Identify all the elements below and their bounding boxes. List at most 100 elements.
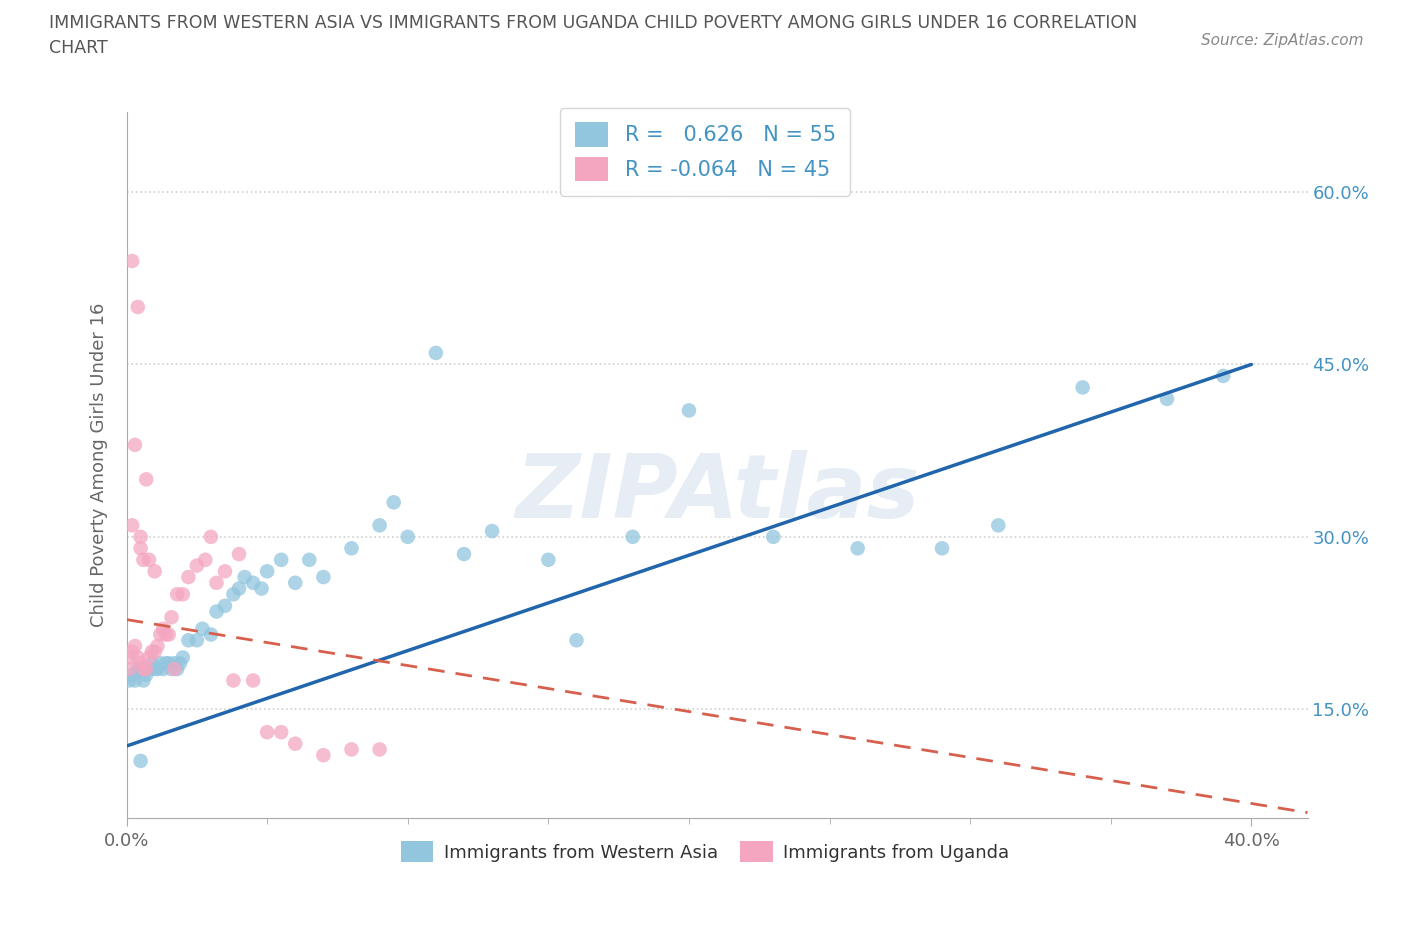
Point <box>214 564 236 578</box>
Point <box>762 529 785 544</box>
Point <box>135 668 157 683</box>
Point <box>127 650 149 665</box>
Point <box>931 541 953 556</box>
Y-axis label: Child Poverty Among Girls Under 16: Child Poverty Among Girls Under 16 <box>90 303 108 627</box>
Point <box>284 737 307 751</box>
Point <box>132 661 155 676</box>
Point <box>425 346 447 361</box>
Point <box>129 541 152 556</box>
Point <box>141 644 163 659</box>
Point <box>186 632 208 647</box>
Point <box>160 661 183 676</box>
Point <box>135 661 157 676</box>
Point <box>129 661 152 676</box>
Point <box>312 569 335 584</box>
Point <box>138 552 160 567</box>
Point <box>250 581 273 596</box>
Legend: Immigrants from Western Asia, Immigrants from Uganda: Immigrants from Western Asia, Immigrants… <box>394 834 1017 870</box>
Point <box>256 724 278 739</box>
Point <box>160 610 183 625</box>
Text: CHART: CHART <box>49 39 108 57</box>
Point <box>152 621 174 636</box>
Point <box>138 650 160 665</box>
Point <box>141 656 163 671</box>
Point <box>121 668 143 683</box>
Point <box>214 598 236 613</box>
Point <box>124 673 146 688</box>
Point <box>537 552 560 567</box>
Point <box>121 254 143 269</box>
Point <box>205 576 228 591</box>
Point <box>163 656 186 671</box>
Text: ZIPAtlas: ZIPAtlas <box>515 450 920 537</box>
Point <box>453 547 475 562</box>
Point <box>191 621 214 636</box>
Point <box>143 661 166 676</box>
Point <box>124 639 146 654</box>
Point <box>481 524 503 538</box>
Point <box>368 518 391 533</box>
Point <box>256 564 278 578</box>
Point <box>166 587 188 602</box>
Point <box>396 529 419 544</box>
Point <box>678 403 700 418</box>
Point <box>233 569 256 584</box>
Text: Source: ZipAtlas.com: Source: ZipAtlas.com <box>1201 33 1364 47</box>
Point <box>143 644 166 659</box>
Point <box>1212 368 1234 383</box>
Point <box>155 627 177 642</box>
Point <box>146 639 169 654</box>
Text: IMMIGRANTS FROM WESTERN ASIA VS IMMIGRANTS FROM UGANDA CHILD POVERTY AMONG GIRLS: IMMIGRANTS FROM WESTERN ASIA VS IMMIGRAN… <box>49 14 1137 32</box>
Point <box>177 632 200 647</box>
Point <box>163 661 186 676</box>
Point <box>118 650 141 665</box>
Point <box>157 656 180 671</box>
Point <box>149 656 172 671</box>
Point <box>298 552 321 567</box>
Point <box>129 656 152 671</box>
Point <box>222 673 245 688</box>
Point <box>621 529 644 544</box>
Point <box>1156 392 1178 406</box>
Point <box>200 529 222 544</box>
Point <box>312 748 335 763</box>
Point <box>157 627 180 642</box>
Point <box>118 661 141 676</box>
Point <box>152 661 174 676</box>
Point <box>124 437 146 452</box>
Point <box>169 656 191 671</box>
Point <box>172 650 194 665</box>
Point <box>565 632 588 647</box>
Point <box>132 552 155 567</box>
Point <box>200 627 222 642</box>
Point <box>194 552 217 567</box>
Point <box>242 576 264 591</box>
Point <box>270 724 292 739</box>
Point <box>129 753 152 768</box>
Point <box>1071 380 1094 395</box>
Point <box>146 661 169 676</box>
Point <box>135 472 157 486</box>
Point <box>270 552 292 567</box>
Point <box>340 742 363 757</box>
Point <box>340 541 363 556</box>
Point <box>228 547 250 562</box>
Point <box>127 299 149 314</box>
Point <box>155 656 177 671</box>
Point <box>205 604 228 619</box>
Point <box>121 644 143 659</box>
Point <box>186 558 208 573</box>
Point <box>129 529 152 544</box>
Point <box>284 576 307 591</box>
Point <box>121 518 143 533</box>
Point <box>242 673 264 688</box>
Point <box>222 587 245 602</box>
Point <box>118 673 141 688</box>
Point <box>149 627 172 642</box>
Point <box>143 564 166 578</box>
Point <box>138 661 160 676</box>
Point <box>127 661 149 676</box>
Point <box>177 569 200 584</box>
Point <box>987 518 1010 533</box>
Point <box>172 587 194 602</box>
